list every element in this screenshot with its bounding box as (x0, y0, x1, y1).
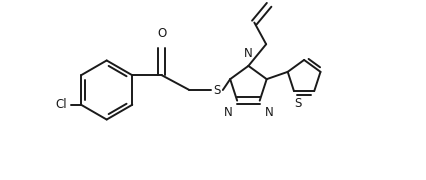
Text: N: N (244, 47, 252, 60)
Text: N: N (264, 105, 273, 119)
Text: Cl: Cl (55, 98, 67, 111)
Text: O: O (157, 27, 166, 40)
Text: S: S (213, 84, 220, 96)
Text: S: S (294, 97, 301, 110)
Text: N: N (223, 105, 232, 119)
